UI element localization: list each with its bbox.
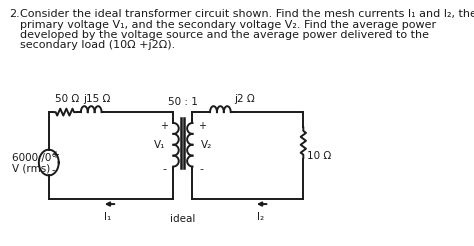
Text: +: + xyxy=(160,121,168,131)
Text: secondary load (10Ω +j2Ω).: secondary load (10Ω +j2Ω). xyxy=(20,40,176,50)
Text: primary voltage V₁, and the secondary voltage V₂. Find the average power: primary voltage V₁, and the secondary vo… xyxy=(20,20,437,30)
Text: j2 Ω: j2 Ω xyxy=(235,94,255,104)
Text: ideal: ideal xyxy=(170,214,196,224)
Text: developed by the voltage source and the average power delivered to the: developed by the voltage source and the … xyxy=(20,30,429,40)
Text: V₁: V₁ xyxy=(154,140,165,150)
Text: -: - xyxy=(200,165,204,174)
Text: 50 : 1: 50 : 1 xyxy=(168,97,198,107)
Text: I₁: I₁ xyxy=(104,212,112,222)
Text: -: - xyxy=(51,166,55,175)
Text: 2.: 2. xyxy=(9,9,20,19)
Text: I₂: I₂ xyxy=(256,212,264,222)
Text: 50 Ω: 50 Ω xyxy=(55,94,79,104)
Text: 6000 /0°: 6000 /0° xyxy=(12,153,57,163)
Text: Consider the ideal transformer circuit shown. Find the mesh currents I₁ and I₂, : Consider the ideal transformer circuit s… xyxy=(20,9,474,19)
Text: 10 Ω: 10 Ω xyxy=(307,151,331,161)
Text: +: + xyxy=(198,121,206,131)
Text: -: - xyxy=(162,165,166,174)
Text: +: + xyxy=(51,150,59,160)
Text: V₂: V₂ xyxy=(201,140,212,150)
Text: j15 Ω: j15 Ω xyxy=(83,94,110,104)
Text: V (rms): V (rms) xyxy=(12,164,50,173)
